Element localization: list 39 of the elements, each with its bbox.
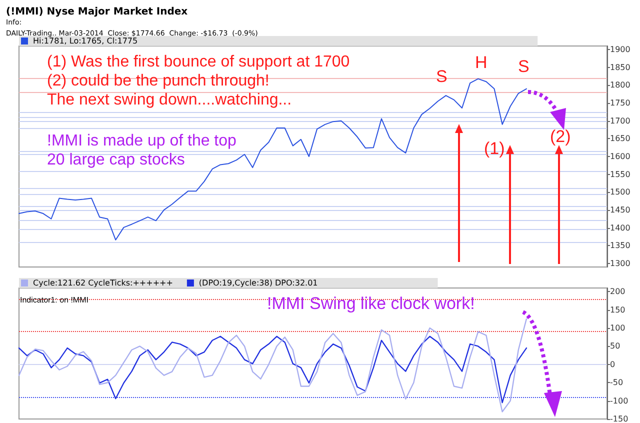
y-tick-label: 1450: [610, 205, 630, 214]
annotation: S: [436, 67, 448, 86]
annotation: !MMI is made up of the top: [47, 132, 237, 150]
annotation: The next swing down....watching...: [47, 92, 292, 108]
line-series: [18, 318, 528, 412]
y-tick-label: 1350: [610, 241, 630, 250]
y-tick-label: -50: [610, 378, 624, 388]
legend-label: Hi:1781, Lo:1765, Cl:1775: [33, 36, 138, 46]
line-series: [18, 336, 528, 404]
annotation: H: [475, 53, 488, 72]
annotation: S: [518, 57, 530, 76]
y-tick-label: 1900: [610, 45, 630, 54]
y-tick-label: -150: [610, 414, 628, 423]
y-tick-label: 200: [610, 287, 626, 296]
annotation: (1): [484, 139, 505, 158]
annotation: 20 large cap stocks: [47, 152, 185, 168]
annotation: !MMI Swing like clock work!: [267, 294, 475, 313]
y-tick-label: 1800: [610, 80, 630, 90]
annotation: (1) Was the first bounce of support at 1700: [47, 54, 350, 70]
y-tick-label: 1500: [610, 188, 630, 197]
y-tick-label: 1650: [610, 134, 630, 144]
y-tick-label: 1750: [610, 98, 630, 108]
legend-label: (DPO:19,Cycle:38) DPO:32.01: [198, 278, 318, 288]
annotation: Indicator1: on !MMI: [20, 296, 88, 304]
chart-title: (!MMI) Nyse Major Market Index: [6, 6, 188, 18]
annotation: (2): [550, 127, 571, 146]
y-tick-label: 1400: [610, 223, 630, 232]
y-tick-label: -100: [610, 396, 628, 406]
y-tick-label: 1550: [610, 170, 630, 179]
y-tick-label: 1850: [610, 62, 630, 72]
y-tick-label: 0: [610, 360, 616, 369]
y-tick-label: 50: [610, 342, 620, 351]
y-tick-label: 1700: [610, 116, 630, 126]
y-tick-label: 100: [610, 324, 626, 333]
y-tick-label: 150: [610, 305, 626, 314]
y-tick-label: 1600: [610, 152, 630, 161]
legend-label: Cycle:121.62 CycleTicks:++++++: [33, 278, 173, 288]
annotation: (2) could be the punch through!: [47, 72, 270, 90]
y-tick-label: 1300: [610, 258, 630, 268]
